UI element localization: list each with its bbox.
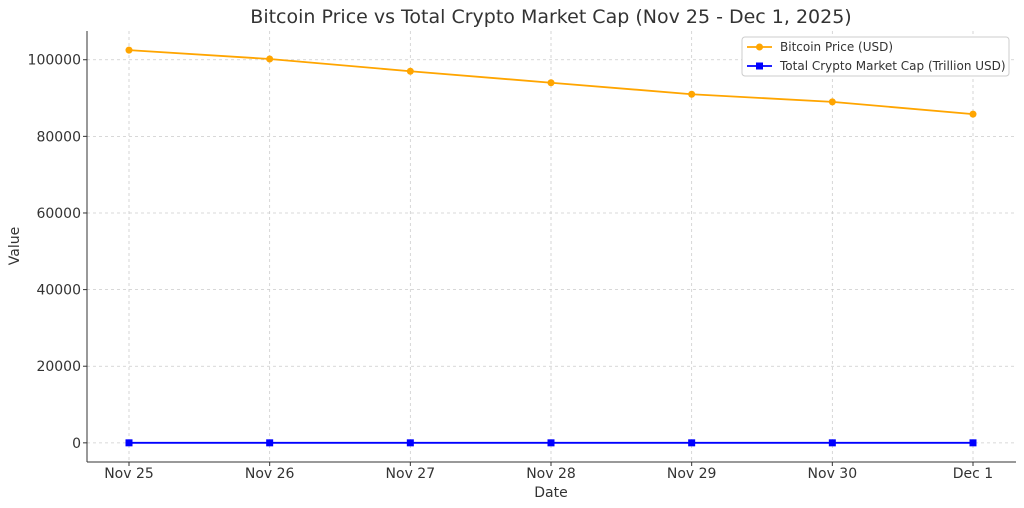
x-tick-label: Nov 26: [245, 466, 295, 482]
legend-marker-1: [756, 62, 763, 70]
x-tick-label: Dec 1: [953, 466, 993, 482]
grid: [87, 31, 1016, 462]
series-1-point: [828, 439, 836, 447]
series-layer: [125, 46, 977, 447]
axes: Nov 25 Nov 26 Nov 27 Nov 28 Nov 29 Nov 30 Dec …: [28, 31, 1016, 482]
legend-marker-0: [756, 43, 763, 51]
legend-label-1: Total Crypto Market Cap (Trillion USD): [779, 59, 1006, 73]
series-0-point: [969, 110, 977, 118]
y-tick-label: 40000: [36, 283, 81, 299]
series-1-point: [969, 439, 977, 447]
y-axis-label: Value: [7, 227, 23, 265]
y-tick-label: 100000: [28, 53, 81, 69]
legend: Bitcoin Price (USD) Total Crypto Market C…: [741, 36, 1010, 77]
series-0-point: [125, 46, 133, 54]
series-0-point: [266, 55, 274, 63]
series-1-point: [266, 439, 274, 447]
series-0-point: [828, 98, 836, 106]
series-1-point: [125, 439, 133, 447]
series-1-point: [547, 439, 555, 447]
x-tick-label: Nov 28: [526, 466, 576, 482]
legend-label-0: Bitcoin Price (USD): [780, 40, 893, 54]
y-tick-label: 0: [72, 436, 81, 452]
y-tick-label: 20000: [36, 359, 81, 375]
y-tick-label: 80000: [36, 129, 81, 145]
x-tick-label: Nov 29: [667, 466, 717, 482]
x-tick-label: Nov 30: [808, 466, 858, 482]
series-1-point: [688, 439, 696, 447]
series-0-point: [547, 79, 555, 87]
series-0-point: [688, 90, 696, 98]
x-tick-label: Nov 27: [386, 466, 436, 482]
x-tick-label: Nov 25: [104, 466, 154, 482]
x-axis-label: Date: [534, 485, 567, 501]
chart-title: Bitcoin Price vs Total Crypto Market Cap…: [250, 6, 851, 28]
y-tick-label: 60000: [36, 206, 81, 222]
series-1-point: [406, 439, 414, 447]
series-0-point: [406, 67, 414, 75]
legend-box: [741, 36, 1010, 77]
